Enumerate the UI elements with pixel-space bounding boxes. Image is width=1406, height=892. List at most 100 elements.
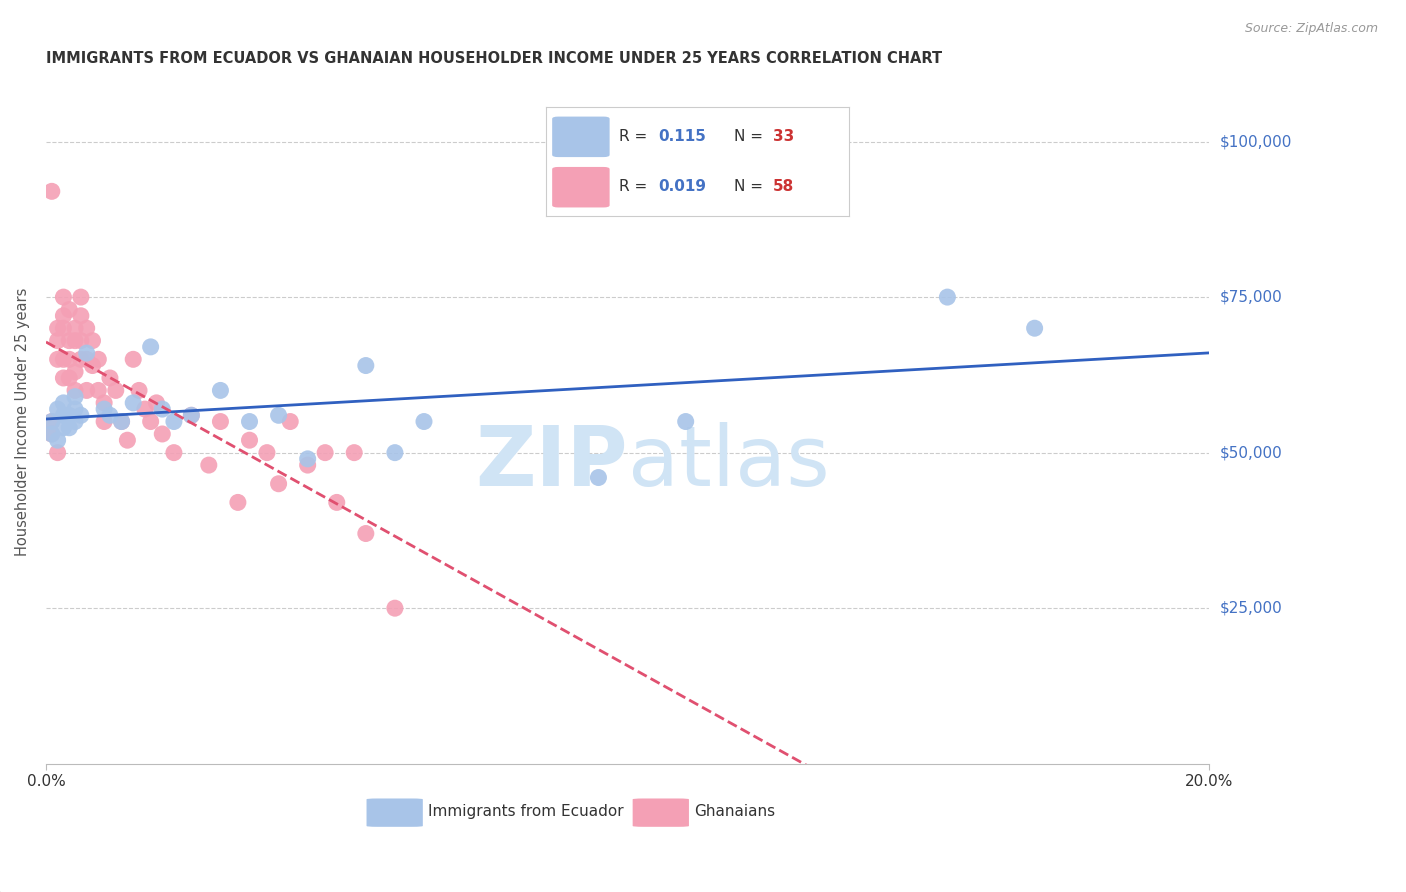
- Point: [384, 445, 406, 459]
- Point: [63, 384, 86, 398]
- Point: [82, 359, 104, 373]
- Point: [314, 445, 336, 459]
- Point: [180, 409, 202, 423]
- Text: IMMIGRANTS FROM ECUADOR VS GHANAIAN HOUSEHOLDER INCOME UNDER 25 YEARS CORRELATIO: IMMIGRANTS FROM ECUADOR VS GHANAIAN HOUS…: [46, 51, 942, 66]
- Point: [93, 402, 115, 417]
- Point: [70, 290, 93, 304]
- Text: $100,000: $100,000: [1220, 134, 1292, 149]
- Point: [145, 396, 167, 410]
- Point: [93, 415, 115, 429]
- Point: [41, 427, 63, 442]
- Point: [226, 495, 249, 509]
- Point: [98, 409, 121, 423]
- Point: [122, 396, 145, 410]
- Point: [675, 415, 697, 429]
- Text: $25,000: $25,000: [1220, 600, 1282, 615]
- Y-axis label: Householder Income Under 25 years: Householder Income Under 25 years: [15, 287, 30, 556]
- Text: $75,000: $75,000: [1220, 290, 1282, 304]
- Point: [267, 409, 290, 423]
- Point: [180, 409, 202, 423]
- Point: [198, 458, 221, 472]
- Point: [326, 495, 349, 509]
- Point: [163, 415, 186, 429]
- Point: [76, 352, 98, 367]
- Point: [163, 445, 186, 459]
- Point: [128, 384, 150, 398]
- Point: [63, 390, 86, 404]
- Point: [256, 445, 278, 459]
- Point: [238, 433, 260, 447]
- Point: [413, 415, 436, 429]
- Text: ZIP: ZIP: [475, 422, 627, 503]
- Point: [46, 321, 69, 335]
- Point: [209, 384, 232, 398]
- Point: [343, 445, 366, 459]
- Point: [104, 384, 127, 398]
- Point: [52, 290, 75, 304]
- Point: [238, 415, 260, 429]
- Point: [46, 402, 69, 417]
- Point: [87, 352, 110, 367]
- Point: [297, 451, 319, 466]
- Text: Source: ZipAtlas.com: Source: ZipAtlas.com: [1244, 22, 1378, 36]
- Text: atlas: atlas: [627, 422, 830, 503]
- Point: [139, 415, 162, 429]
- Point: [87, 384, 110, 398]
- Point: [1024, 321, 1046, 335]
- Point: [52, 409, 75, 423]
- Point: [63, 415, 86, 429]
- Point: [936, 290, 959, 304]
- Point: [52, 421, 75, 435]
- Point: [588, 470, 610, 484]
- Point: [209, 415, 232, 429]
- Point: [46, 334, 69, 348]
- Point: [52, 396, 75, 410]
- Point: [63, 402, 86, 417]
- Point: [384, 601, 406, 615]
- Point: [58, 421, 80, 435]
- Point: [52, 352, 75, 367]
- Point: [63, 321, 86, 335]
- Point: [52, 371, 75, 385]
- Point: [58, 371, 80, 385]
- Point: [139, 340, 162, 354]
- Point: [150, 402, 173, 417]
- Point: [63, 334, 86, 348]
- Point: [117, 433, 139, 447]
- Point: [46, 445, 69, 459]
- Point: [58, 302, 80, 317]
- Point: [150, 427, 173, 442]
- Point: [58, 409, 80, 423]
- Point: [98, 371, 121, 385]
- Point: [70, 334, 93, 348]
- Point: [46, 352, 69, 367]
- Text: $50,000: $50,000: [1220, 445, 1282, 460]
- Point: [267, 476, 290, 491]
- Point: [278, 415, 301, 429]
- Point: [93, 396, 115, 410]
- Point: [52, 309, 75, 323]
- Point: [76, 321, 98, 335]
- Point: [110, 415, 132, 429]
- Point: [70, 409, 93, 423]
- Point: [63, 365, 86, 379]
- Point: [58, 352, 80, 367]
- Point: [70, 309, 93, 323]
- Point: [110, 415, 132, 429]
- Point: [134, 402, 156, 417]
- Point: [58, 334, 80, 348]
- Point: [70, 352, 93, 367]
- Point: [41, 415, 63, 429]
- Point: [354, 359, 377, 373]
- Point: [41, 185, 63, 199]
- Point: [354, 526, 377, 541]
- Point: [122, 352, 145, 367]
- Point: [76, 346, 98, 360]
- Point: [41, 415, 63, 429]
- Point: [41, 427, 63, 442]
- Point: [297, 458, 319, 472]
- Point: [82, 334, 104, 348]
- Point: [76, 384, 98, 398]
- Point: [52, 321, 75, 335]
- Point: [46, 433, 69, 447]
